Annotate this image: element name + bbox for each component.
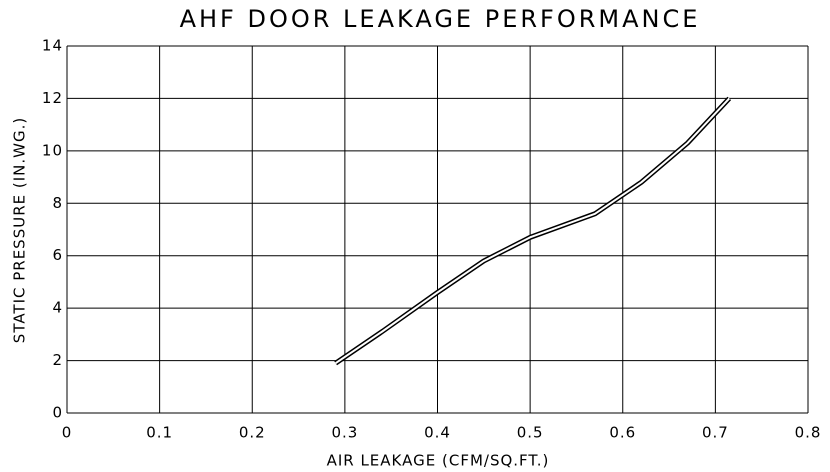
x-tick-label: 0.6 bbox=[609, 424, 636, 442]
y-tick-label: 0 bbox=[52, 404, 63, 422]
y-tick-label: 2 bbox=[52, 351, 63, 369]
x-axis-label: AIR LEAKAGE (CFM/SQ.FT.) bbox=[327, 452, 550, 470]
y-tick-label: 8 bbox=[52, 194, 63, 212]
x-tick-label: 0 bbox=[62, 424, 73, 442]
x-tick-label: 0.1 bbox=[146, 424, 173, 442]
x-tick-label: 0.5 bbox=[517, 424, 544, 442]
data-line-inner bbox=[335, 97, 730, 365]
x-tick-label: 0.7 bbox=[702, 424, 729, 442]
x-tick-label: 0.3 bbox=[331, 424, 358, 442]
x-tick-label: 0.4 bbox=[424, 424, 451, 442]
y-tick-label: 6 bbox=[52, 246, 63, 264]
chart-title: AHF DOOR LEAKAGE PERFORMANCE bbox=[180, 5, 701, 33]
x-tick-label: 0.8 bbox=[795, 424, 822, 442]
y-tick-label: 12 bbox=[42, 89, 63, 107]
x-tick-label: 0.2 bbox=[239, 424, 266, 442]
y-tick-label: 10 bbox=[42, 141, 63, 159]
y-tick-label: 4 bbox=[52, 299, 63, 317]
y-axis-label: STATIC PRESSURE (IN.WG.) bbox=[11, 117, 29, 343]
y-tick-label: 14 bbox=[42, 37, 63, 55]
